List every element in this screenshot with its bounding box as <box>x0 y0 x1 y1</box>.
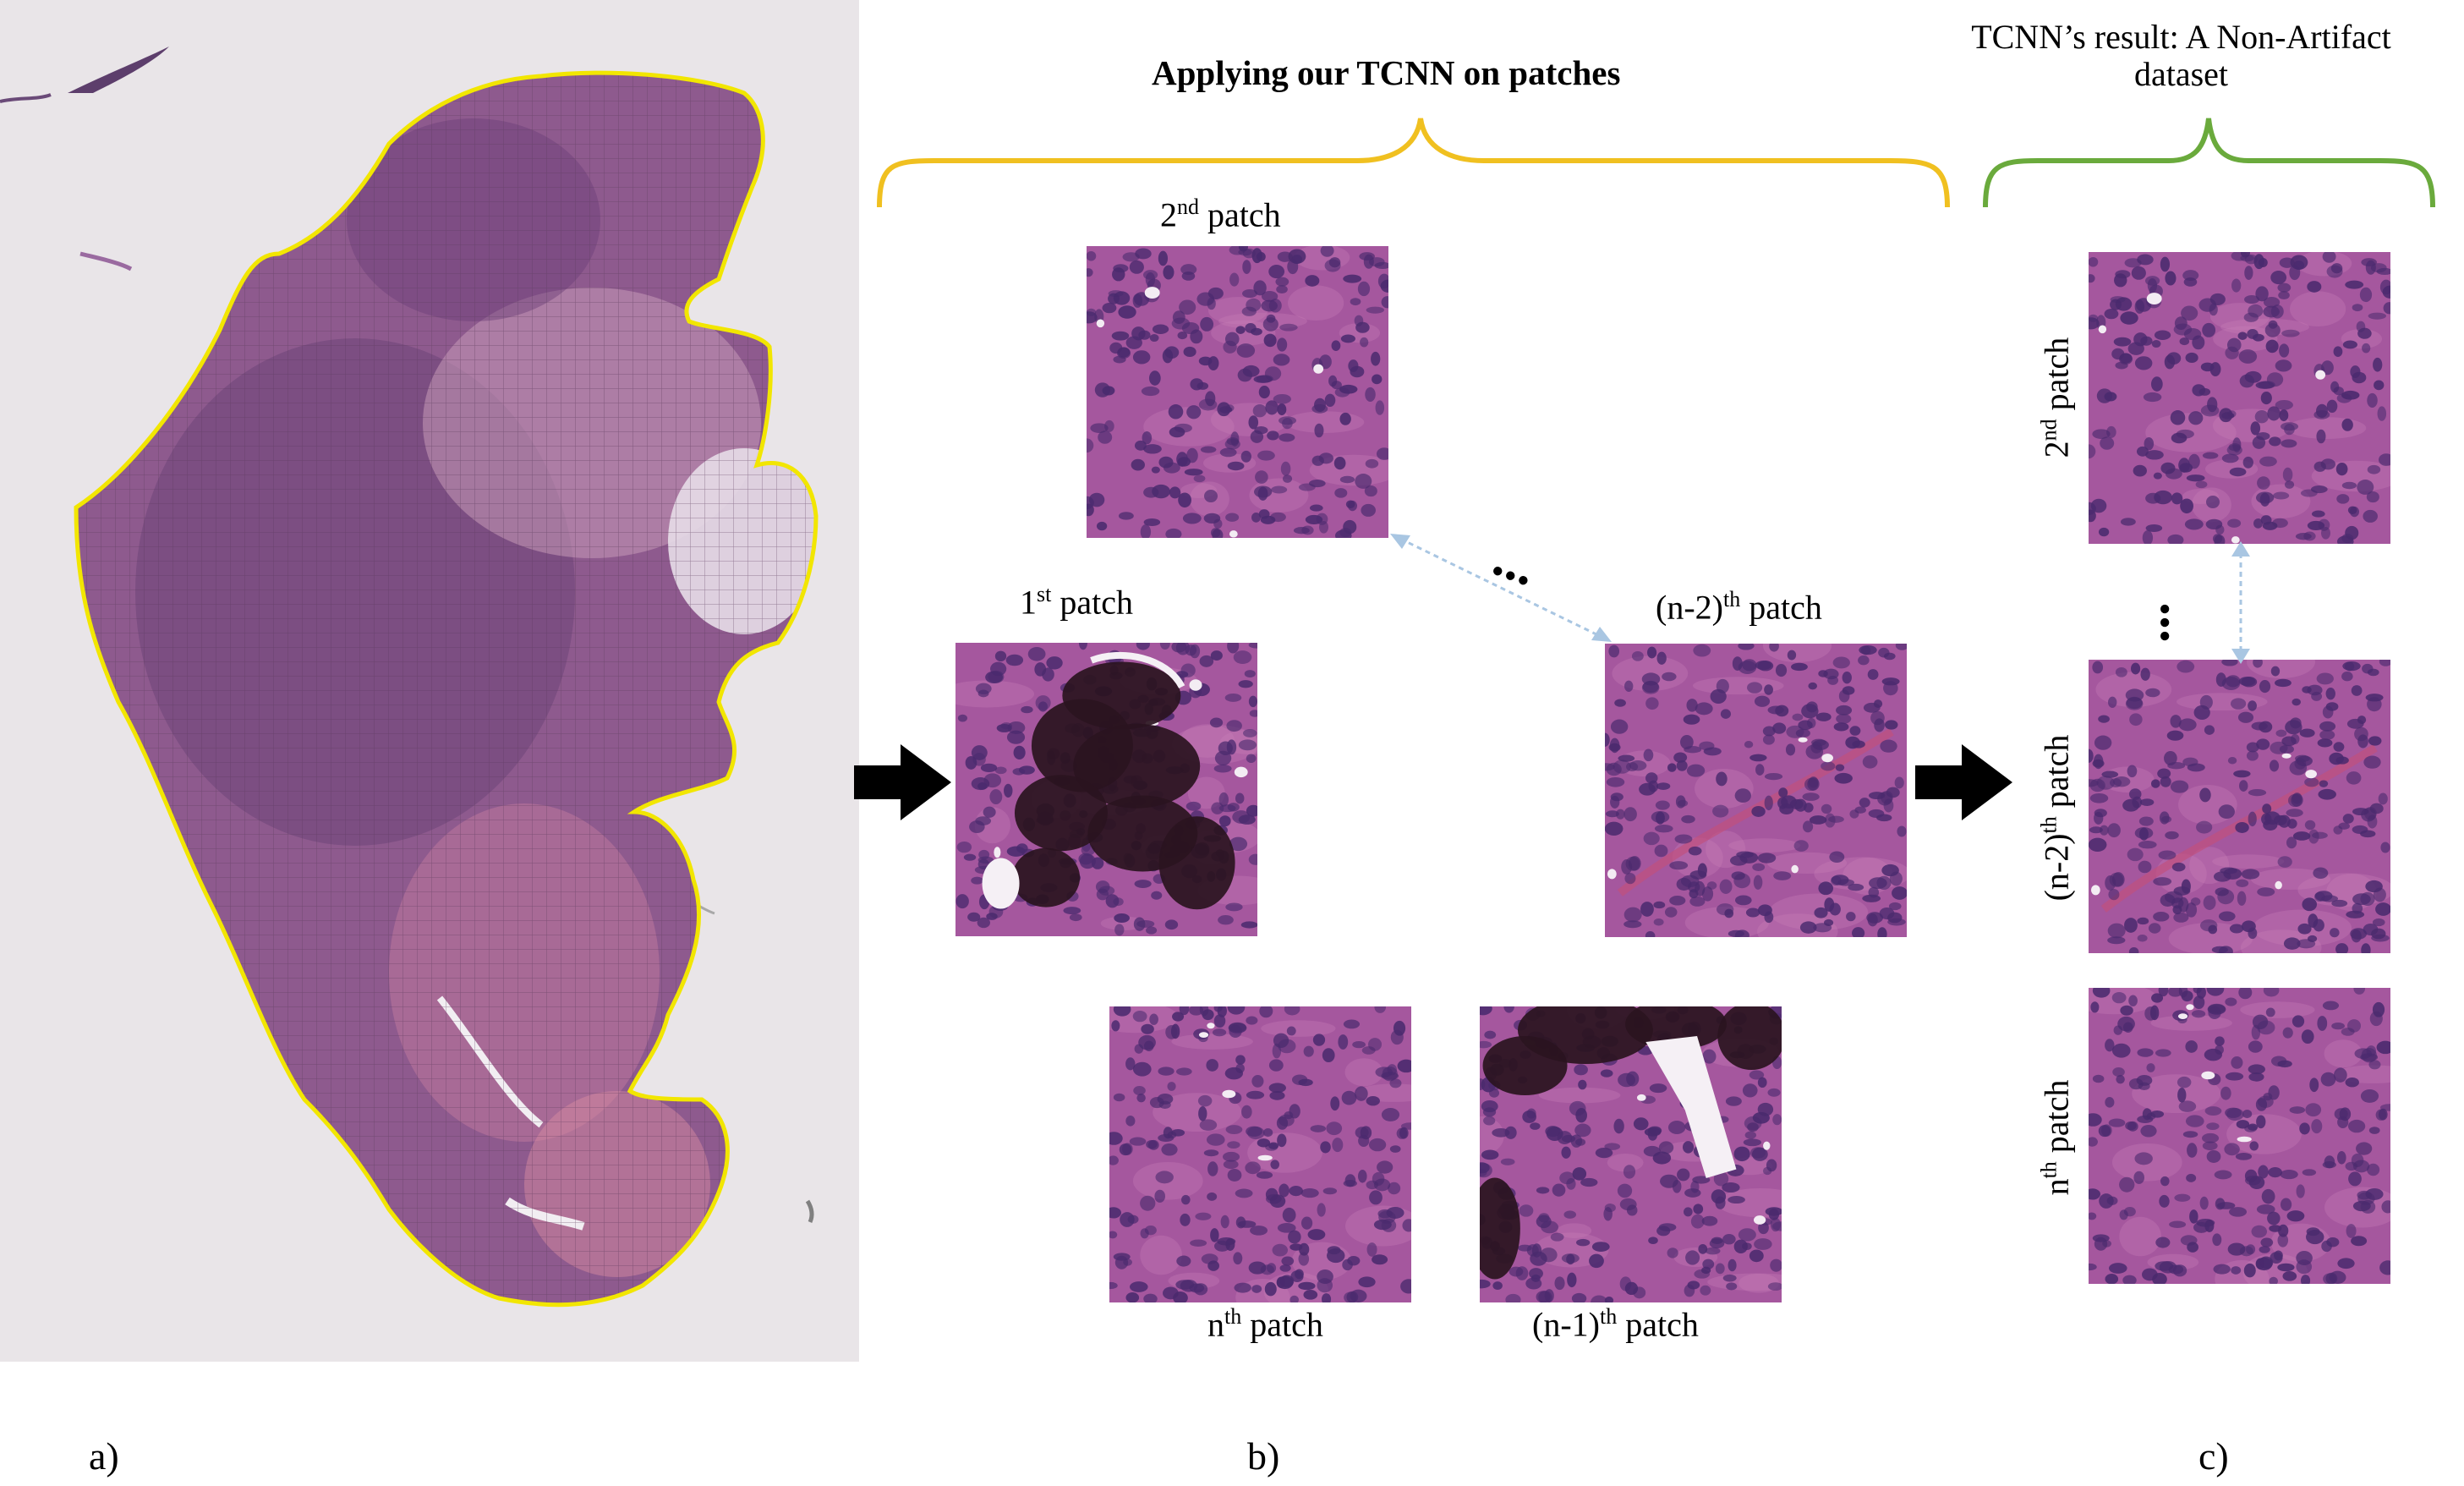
label-nth-patch: nth patch <box>1207 1304 1323 1344</box>
panel-c-title: TCNN’s result: A Non-Artifact dataset <box>1971 18 2391 93</box>
arrow-right-icon <box>1915 744 2012 820</box>
panel-b-title: Applying our TCNN on patches <box>1152 53 1621 92</box>
dashed-double-arrow <box>1390 534 1612 642</box>
patch-1st-artifact <box>955 643 1257 936</box>
patch-n-1-artifact <box>1480 1006 1782 1302</box>
slide-image <box>0 0 859 1362</box>
result-label-nth-patch: nth patch <box>2036 1079 2076 1196</box>
arrow-right-icon <box>854 744 951 820</box>
label-1st-patch: 1st patch <box>1020 582 1133 622</box>
panel-c-letter: c) <box>2198 1434 2229 1478</box>
dashed-double-arrow-vertical <box>2231 541 2250 664</box>
brace-b <box>877 118 1950 208</box>
result-label-n-2-patch: (n-2)th patch <box>2036 734 2076 902</box>
tissue-outline <box>74 70 819 1308</box>
panel-b-letter: b) <box>1247 1434 1280 1478</box>
label-n-2-patch: (n-2)th patch <box>1656 587 1822 627</box>
patch-n-2 <box>1605 644 1907 937</box>
result-label-2nd-patch: 2nd patch <box>2036 337 2076 458</box>
label-n-1-patch: (n-1)th patch <box>1532 1304 1699 1344</box>
patch-nth <box>1109 1006 1411 1302</box>
patch-2nd <box>1087 246 1388 538</box>
panel-a-letter: a) <box>89 1434 119 1478</box>
brace-c <box>1983 118 2435 208</box>
label-2nd-patch: 2nd patch <box>1160 195 1281 234</box>
result-patch-2nd <box>2089 252 2390 544</box>
debris-fragment <box>68 47 169 93</box>
result-patch-n-2 <box>2089 660 2390 953</box>
result-patch-nth <box>2089 988 2390 1284</box>
ellipsis-c: ... <box>2149 602 2209 643</box>
